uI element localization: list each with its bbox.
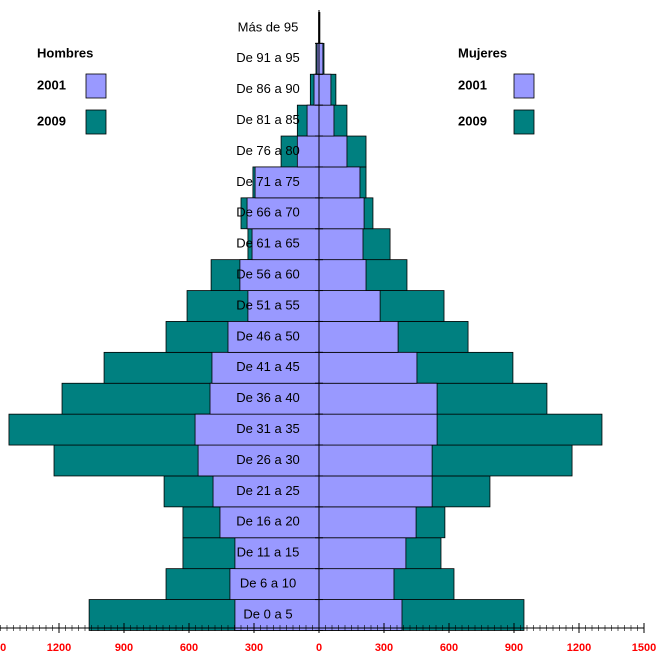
bar — [318, 135, 348, 168]
legend-label: 2009 — [37, 113, 66, 128]
legend-swatch — [513, 73, 535, 99]
bar — [306, 104, 320, 137]
category-label: De 46 a 50 — [236, 328, 300, 343]
bar — [229, 568, 320, 600]
x-tick-label: 1500 — [632, 642, 656, 654]
x-tick-label: 600 — [180, 642, 198, 654]
category-label: De 11 a 15 — [237, 545, 300, 560]
legend-swatch — [85, 109, 107, 135]
category-label: De 76 a 80 — [236, 143, 300, 158]
category-label: De 36 a 40 — [236, 390, 300, 405]
legend-title: Hombres — [37, 45, 93, 60]
legend-swatch — [513, 109, 535, 135]
bar — [209, 382, 320, 415]
legend-swatch — [85, 73, 107, 99]
bar — [313, 73, 320, 106]
bar — [254, 166, 320, 199]
category-label: De 51 a 55 — [236, 297, 300, 312]
category-label: De 91 a 95 — [236, 50, 300, 65]
bar — [318, 42, 324, 75]
bar — [318, 351, 418, 384]
bar — [296, 135, 320, 168]
legend-label: 2001 — [458, 77, 487, 92]
bar — [247, 290, 320, 322]
bar — [318, 599, 403, 631]
bar — [318, 290, 381, 322]
bar — [318, 444, 433, 477]
bar — [246, 197, 320, 230]
bar — [318, 382, 438, 415]
category-label: De 61 a 65 — [236, 236, 300, 251]
bar — [318, 321, 399, 353]
category-label: De 71 a 75 — [236, 174, 300, 189]
bar — [239, 259, 320, 291]
category-label: Más de 95 — [238, 19, 299, 34]
category-label: De 81 a 85 — [236, 112, 300, 127]
x-tick-label: 900 — [505, 642, 523, 654]
bar — [318, 166, 361, 199]
category-label: De 6 a 10 — [240, 576, 296, 591]
bar — [234, 537, 320, 570]
bar — [318, 568, 395, 600]
bar — [318, 228, 364, 261]
x-tick-label: 1200 — [47, 642, 71, 654]
x-tick-label: 900 — [115, 642, 133, 654]
x-tick-label: 600 — [440, 642, 458, 654]
bar — [318, 506, 417, 539]
category-label: De 86 a 90 — [236, 81, 300, 96]
bar — [194, 413, 320, 446]
category-label: De 41 a 45 — [236, 359, 300, 374]
bar — [318, 197, 365, 230]
legend-title: Mujeres — [458, 45, 507, 60]
bar — [318, 537, 407, 570]
category-label: De 0 a 5 — [243, 606, 292, 621]
category-label: De 66 a 70 — [236, 205, 300, 220]
bar — [227, 321, 320, 353]
category-label: De 56 a 60 — [236, 267, 300, 282]
bar — [318, 259, 367, 291]
legend-label: 2009 — [458, 113, 487, 128]
bar — [318, 413, 438, 446]
category-label: De 16 a 20 — [236, 514, 300, 529]
x-tick-label: 1200 — [567, 642, 591, 654]
bar — [251, 228, 320, 261]
bar — [211, 351, 320, 384]
bar — [318, 73, 332, 106]
legend-label: 2001 — [37, 77, 66, 92]
bar — [234, 599, 320, 631]
x-tick-label: 1500 — [0, 642, 6, 654]
category-label: De 26 a 30 — [236, 452, 300, 467]
category-label: De 21 a 25 — [236, 483, 300, 498]
category-label: De 31 a 35 — [236, 421, 300, 436]
bar — [219, 506, 320, 539]
x-tick-label: 300 — [375, 642, 393, 654]
bar — [318, 104, 335, 137]
x-tick-label: 0 — [316, 642, 322, 654]
bar — [318, 475, 433, 508]
x-tick-label: 300 — [245, 642, 263, 654]
